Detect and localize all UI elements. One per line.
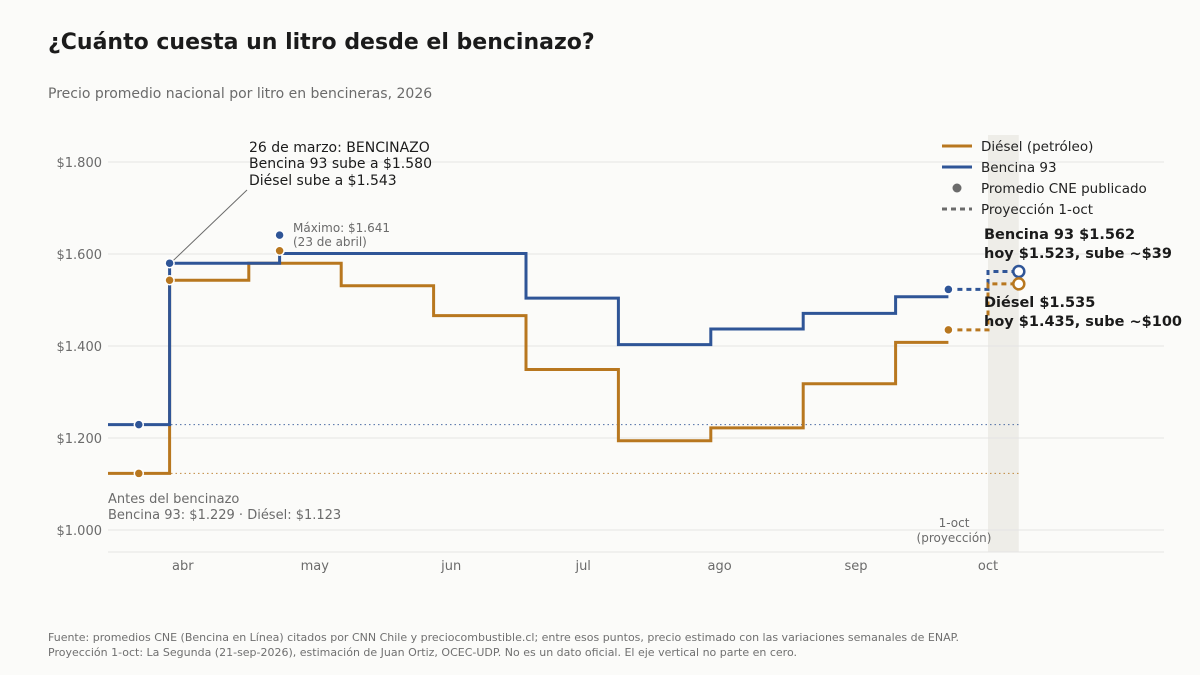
legend-label: Bencina 93 <box>981 160 1057 176</box>
legend-label: Diésel (petróleo) <box>981 139 1093 155</box>
projection-line-b93 <box>948 269 1019 291</box>
annotation-maximo: Máximo: $1.641 <box>293 221 390 235</box>
published-point-b93 <box>274 229 285 241</box>
legend-label: Promedio CNE publicado <box>981 181 1147 197</box>
annotation-bencinazo: Diésel sube a $1.543 <box>249 173 397 189</box>
published-point-diesel <box>943 324 954 336</box>
annotation-antes: Antes del bencinazo <box>108 492 239 507</box>
footer-projection-note: Proyección 1-oct: La Segunda (21-sep-202… <box>48 646 797 659</box>
annotation-bencinazo: Bencina 93 sube a $1.580 <box>249 156 432 172</box>
series-line-b93 <box>108 252 949 427</box>
published-point-b93 <box>164 257 175 269</box>
y-tick-label: $1.400 <box>57 340 103 355</box>
chart-footer: Fuente: promedios CNE (Bencina en Línea)… <box>48 630 959 660</box>
annotation-antes: Bencina 93: $1.229 · Diésel: $1.123 <box>108 508 341 523</box>
projection-point-diesel <box>1012 277 1026 291</box>
legend-label: Proyección 1-oct <box>981 202 1093 218</box>
x-tick-label: jul <box>574 559 590 574</box>
x-tick-label: ago <box>708 559 732 574</box>
y-tick-label: $1.000 <box>57 524 103 539</box>
end-label-diesel: Diésel $1.535 <box>984 295 1095 311</box>
annotation-maximo: (23 de abril) <box>293 235 367 249</box>
bencinazo-leader-line <box>173 189 248 261</box>
end-label-b93: hoy $1.523, sube ~$39 <box>984 246 1172 262</box>
published-point-diesel <box>133 468 145 479</box>
projection-line-diesel <box>948 282 1019 332</box>
legend-swatch-dot <box>952 183 962 193</box>
end-label-b93: Bencina 93 $1.562 <box>984 227 1135 243</box>
published-point-diesel <box>164 274 175 286</box>
y-tick-label: $1.200 <box>57 432 103 447</box>
price-chart: $1.000 $1.200 $1.400 $1.600 $1.800 abr may jun j… <box>57 135 1182 574</box>
end-label-diesel: hoy $1.435, sube ~$100 <box>984 314 1182 330</box>
x-tick-label: may <box>301 559 330 574</box>
projection-band-label: (proyección) <box>917 531 992 545</box>
legend: Diésel (petróleo) Bencina 93 Promedio CNE … <box>942 139 1147 218</box>
y-tick-label: $1.600 <box>57 248 103 263</box>
projection-band <box>988 135 1019 552</box>
y-tick-label: $1.800 <box>57 156 103 171</box>
x-tick-label: oct <box>978 559 998 574</box>
x-tick-label: sep <box>844 559 867 574</box>
annotation-bencinazo: 26 de marzo: BENCINAZO <box>249 140 430 156</box>
published-point-b93 <box>943 284 954 295</box>
x-tick-label: jun <box>440 559 461 574</box>
projection-point-b93 <box>1012 264 1026 279</box>
footer-source: Fuente: promedios CNE (Bencina en Línea)… <box>48 631 960 644</box>
chart-title: ¿Cuánto cuesta un litro desde el bencina… <box>48 30 595 55</box>
projection-band-label: 1-oct <box>939 516 970 530</box>
x-tick-label: abr <box>172 559 194 574</box>
published-point-diesel <box>274 245 285 257</box>
series-line-diesel <box>108 261 949 475</box>
chart-subtitle: Precio promedio nacional por litro en be… <box>48 86 433 102</box>
published-point-b93 <box>133 419 145 430</box>
